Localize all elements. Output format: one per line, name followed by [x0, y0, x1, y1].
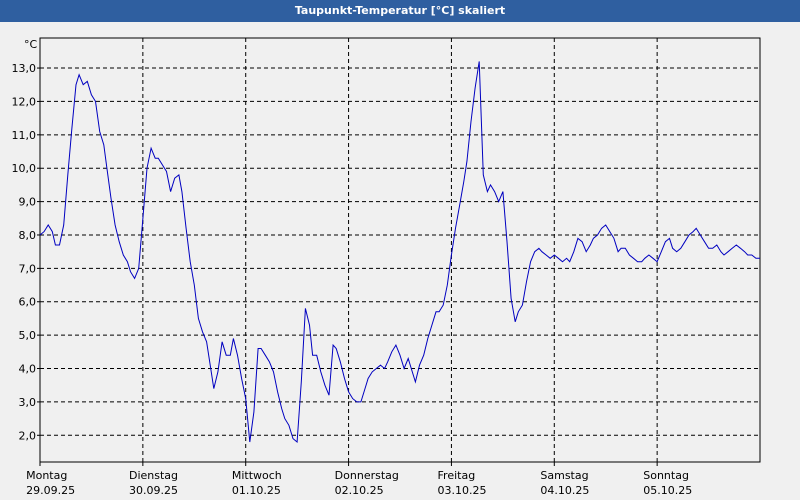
x-tick-day: Dienstag	[129, 469, 178, 482]
y-tick-label: 4,0	[19, 363, 37, 376]
chart-title: Taupunkt-Temperatur [°C] skaliert	[0, 0, 800, 22]
y-tick-label: 2,0	[19, 429, 37, 442]
x-tick-day: Freitag	[438, 469, 476, 482]
x-tick-date: 03.10.25	[438, 484, 487, 497]
y-axis-unit-label: °C	[24, 38, 38, 51]
grid	[40, 38, 760, 462]
plot-area	[40, 38, 760, 462]
plot-border	[39, 37, 761, 463]
y-tick-label: 8,0	[19, 229, 37, 242]
y-tick-label: 11,0	[12, 129, 37, 142]
y-tick-label: 6,0	[19, 296, 37, 309]
y-tick-label: 13,0	[12, 62, 37, 75]
x-tick-day: Sonntag	[643, 469, 689, 482]
x-tick-date: 04.10.25	[540, 484, 589, 497]
x-tick-date: 29.09.25	[26, 484, 75, 497]
data-series	[39, 61, 760, 444]
y-tick-label: 12,0	[12, 95, 37, 108]
x-tick-day: Donnerstag	[335, 469, 399, 482]
y-tick-label: 3,0	[19, 396, 37, 409]
x-tick-day: Mittwoch	[232, 469, 282, 482]
x-tick-date: 02.10.25	[335, 484, 384, 497]
chart-canvas: 2,0 3,0 4,0 5,0 6,0 7,0 8,0 9,0 10,0 11,0 12,0 13,0…	[12, 37, 761, 497]
y-tick-label: 5,0	[19, 329, 37, 342]
dewpoint-series-line	[39, 61, 760, 444]
x-tick-date: 05.10.25	[643, 484, 692, 497]
tick-labels: 2,0 3,0 4,0 5,0 6,0 7,0 8,0 9,0 10,0 11,0 12,0 13,0…	[12, 38, 693, 497]
x-tick-day: Montag	[26, 469, 67, 482]
x-tick-date: 01.10.25	[232, 484, 281, 497]
y-tick-label: 7,0	[19, 262, 37, 275]
x-tick-date: 30.09.25	[129, 484, 178, 497]
y-tick-label: 9,0	[19, 196, 37, 209]
axes	[37, 37, 761, 466]
x-tick-day: Samstag	[540, 469, 588, 482]
y-tick-label: 10,0	[12, 162, 37, 175]
